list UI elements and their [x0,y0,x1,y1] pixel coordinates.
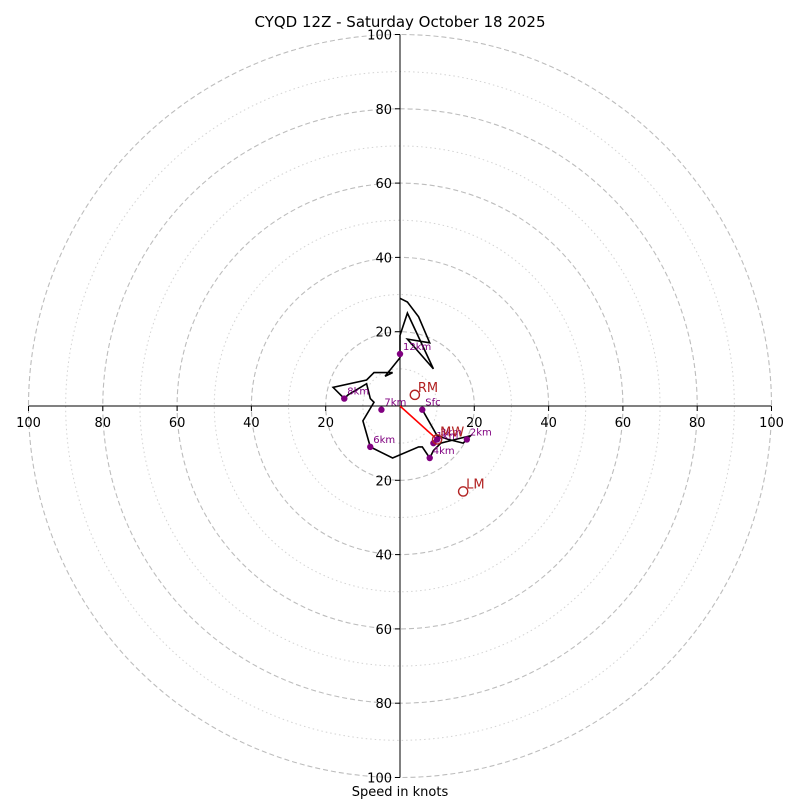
height-marker-label: 12km [403,342,431,353]
height-marker-label: 7km [384,398,406,409]
tick-label: 60 [169,416,186,431]
tick-label: 20 [375,474,392,489]
height-marker-label: 1km [436,431,458,442]
height-marker-label: 6km [373,435,395,446]
tick-label: 60 [615,416,632,431]
storm-motion-marker [431,434,443,445]
tick-label: 80 [375,697,392,712]
height-markers: Sfc 1km 2km 3km 4km 6km 7km 8km 12km [341,342,492,462]
hodograph-line [331,297,474,460]
height-marker-dot [396,350,404,358]
storm-motion-marker [409,389,421,401]
chart-title: CYQD 12Z - Saturday October 18 2025 [255,13,546,31]
shear-vector [399,405,438,441]
tick-label: 80 [689,416,706,431]
height-marker-label: 8km [347,387,369,398]
tick-label: 40 [375,251,392,266]
storm-motion-label: MW [440,425,464,440]
storm-motion-label: RM [418,381,438,396]
tick-label: 20 [466,416,483,431]
height-marker-label: 2km [470,427,492,438]
height-marker-label: 4km [433,446,455,457]
height-marker-dot [367,443,374,451]
height-marker-dot [433,436,441,443]
height-marker-dot [419,406,426,413]
tick-label: 40 [540,416,557,431]
height-marker-dot [378,406,385,413]
x-axis-label: Speed in knots [352,785,449,800]
height-marker-label: 3km [440,427,462,438]
tick-label: 80 [375,103,392,118]
tick-label: 20 [375,326,392,341]
height-marker-label: Sfc [425,398,440,409]
tick-label: 100 [367,772,392,787]
shear-vector-line [399,405,438,441]
hodograph-trace [331,297,474,460]
storm-motion-label: LM [466,477,484,492]
tick-labels: 100 80 60 40 20 20 40 60 80 100 100 80 60 40 20 20 40 60 8… [16,29,784,787]
tick-label: 40 [375,549,392,564]
tick-label: 100 [367,29,392,44]
storm-motion-markers: RM LM MW [409,381,485,497]
height-marker-dot [426,454,433,462]
tick-label: 60 [375,177,392,192]
height-marker-dot [463,436,471,443]
tick-label: 100 [16,416,41,431]
tick-label: 40 [243,416,260,431]
height-marker-dot [341,395,348,402]
storm-motion-marker [457,486,469,497]
tick-label: 60 [375,623,392,638]
tick-label: 100 [759,416,784,431]
tick-label: 80 [95,416,112,431]
tick-label: 20 [317,416,334,431]
